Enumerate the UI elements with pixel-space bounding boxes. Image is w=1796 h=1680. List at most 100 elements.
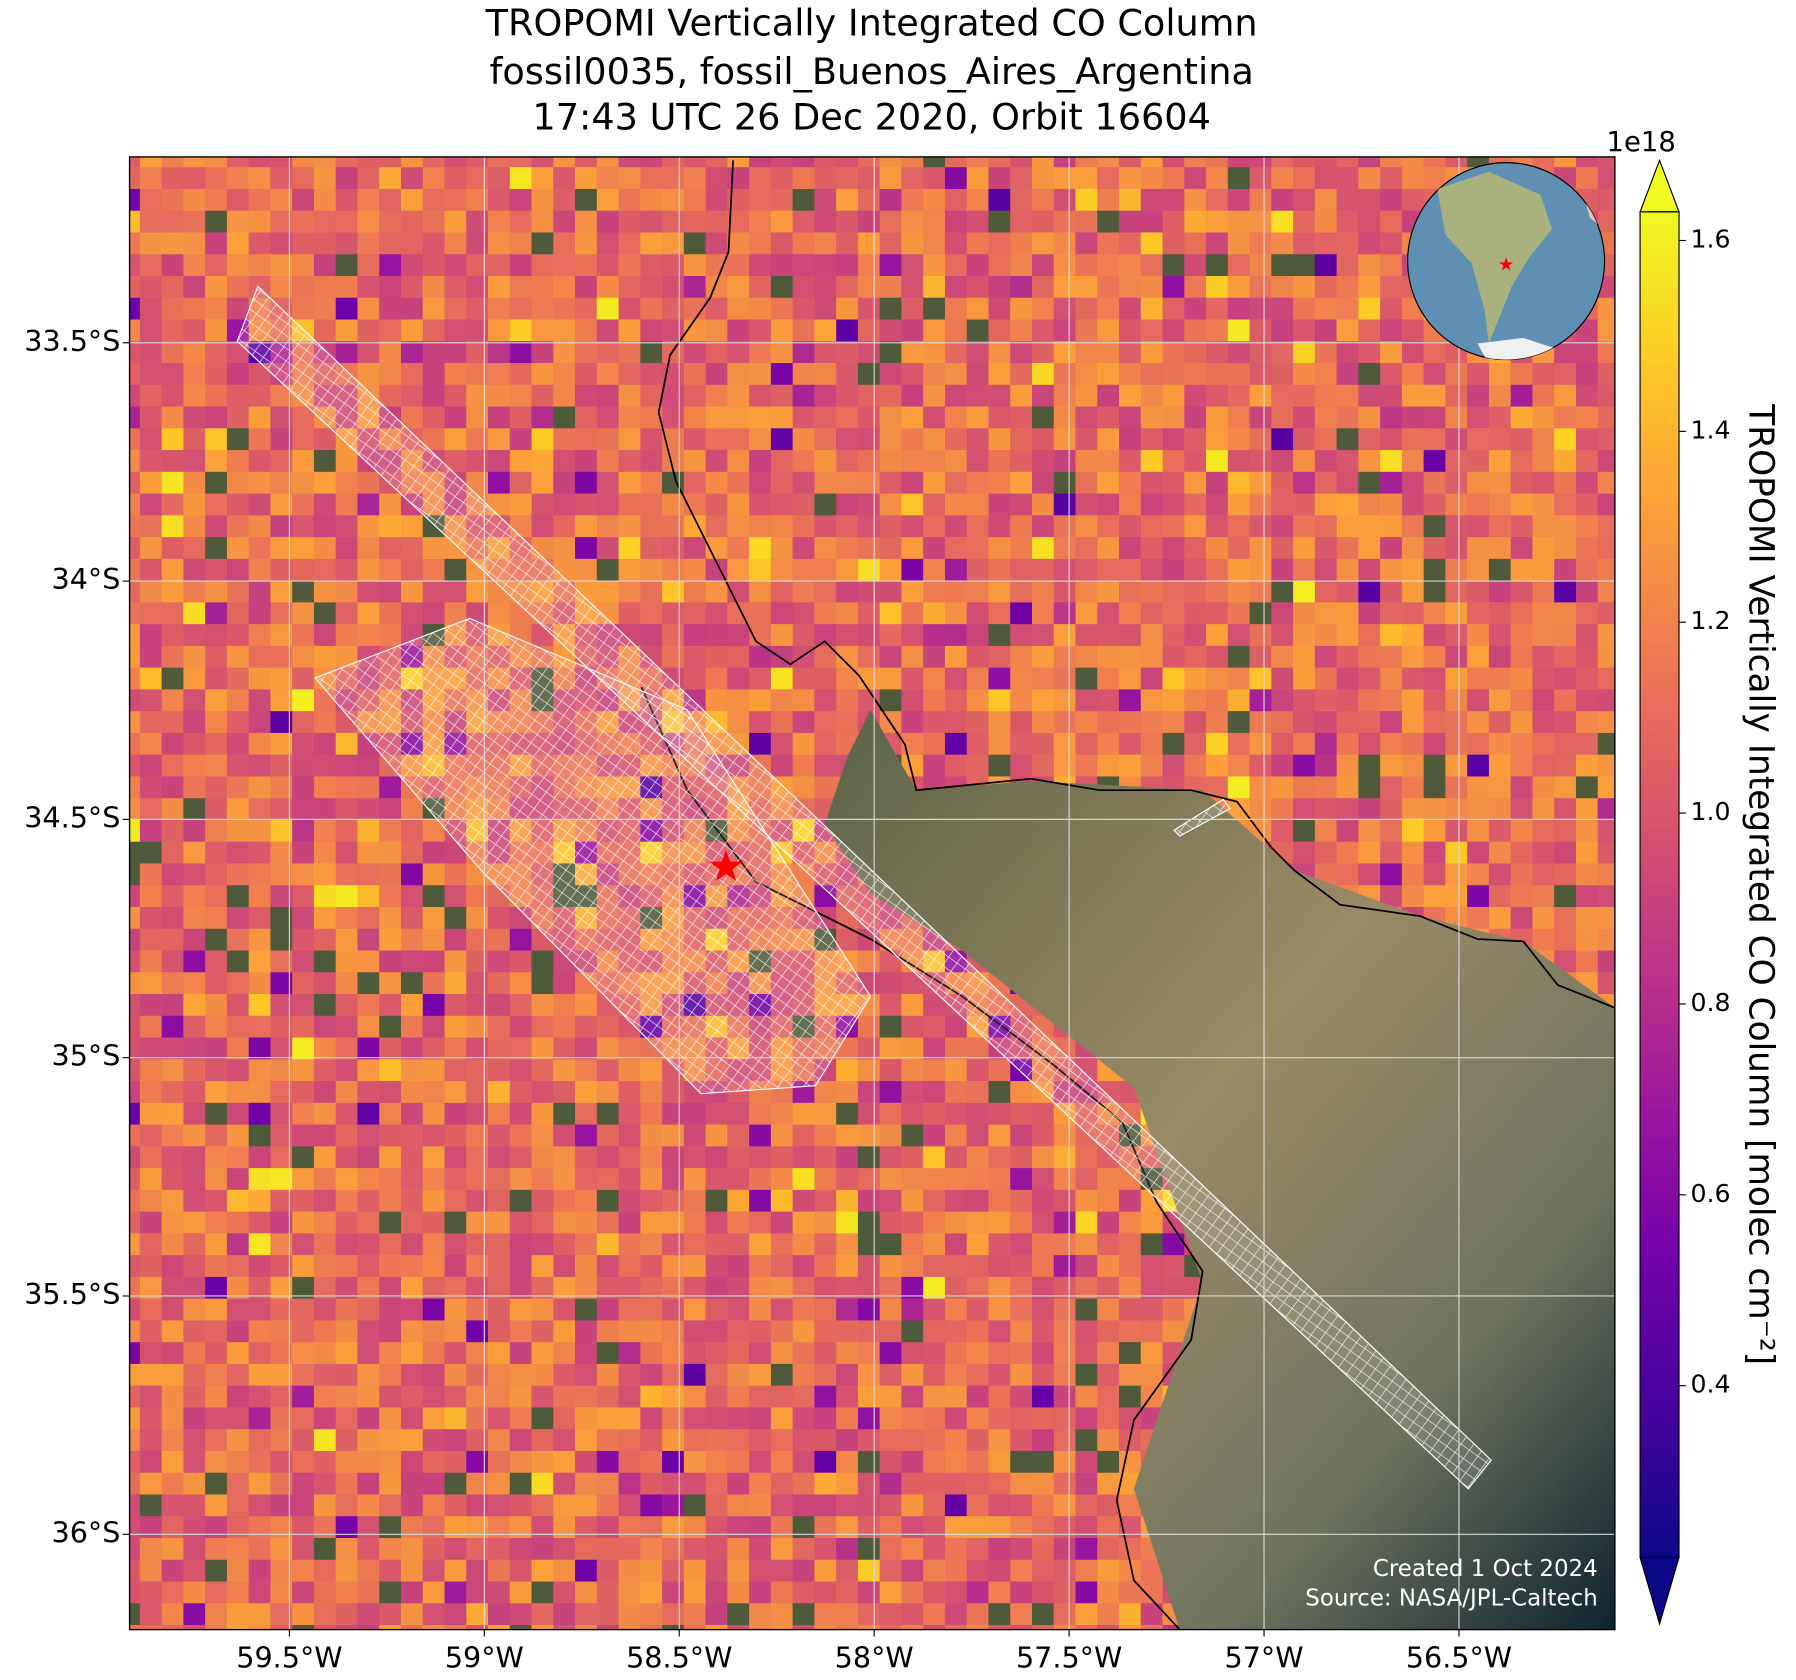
co-cell	[1575, 580, 1599, 603]
co-cell	[857, 1102, 881, 1126]
co-cell	[1075, 341, 1098, 364]
co-cell	[422, 602, 446, 625]
co-cell	[879, 1168, 903, 1191]
co-cell	[313, 711, 337, 734]
co-cell	[335, 1450, 359, 1474]
co-cell	[1184, 232, 1207, 255]
co-cell	[1075, 580, 1098, 603]
co-cell	[161, 232, 184, 255]
co-cell	[836, 384, 859, 408]
co-cell	[944, 667, 968, 690]
co-cell	[270, 1233, 293, 1256]
co-cell	[488, 1450, 511, 1474]
co-cell	[901, 428, 924, 451]
co-cell	[444, 167, 467, 190]
co-cell	[139, 450, 163, 473]
co-cell	[966, 319, 990, 342]
co-cell	[270, 1015, 293, 1039]
co-cell	[1488, 863, 1512, 886]
co-cell	[640, 1059, 663, 1082]
co-cell	[1053, 450, 1077, 473]
co-cell	[1227, 732, 1251, 756]
co-cell	[575, 1559, 598, 1583]
co-cell	[1314, 493, 1338, 516]
co-cell	[988, 232, 1011, 255]
co-cell	[379, 1385, 402, 1409]
co-cell	[531, 1255, 554, 1278]
co-cell	[1554, 341, 1577, 364]
co-cell	[205, 1363, 228, 1387]
co-cell	[988, 1559, 1011, 1583]
co-cell	[1575, 406, 1599, 429]
co-cell	[901, 363, 924, 386]
co-cell	[531, 1407, 554, 1430]
co-cell	[183, 863, 206, 886]
co-cell	[596, 1211, 620, 1234]
co-cell	[553, 297, 576, 321]
co-cell	[814, 1625, 837, 1630]
co-cell	[1249, 450, 1272, 473]
co-cell	[618, 1276, 641, 1300]
co-cell	[292, 1168, 315, 1191]
co-cell	[944, 537, 968, 560]
co-cell	[205, 188, 228, 212]
co-cell	[814, 1472, 837, 1496]
co-cell	[966, 1059, 990, 1082]
co-cell	[422, 972, 446, 995]
co-cell	[901, 1385, 924, 1409]
co-cell	[553, 450, 576, 473]
co-cell	[1031, 1276, 1055, 1300]
co-cell	[1140, 232, 1164, 255]
co-cell	[749, 341, 772, 364]
co-cell	[226, 471, 250, 495]
co-cell	[1271, 406, 1294, 429]
co-cell	[705, 1581, 728, 1604]
co-cell	[1554, 384, 1577, 408]
co-cell	[1031, 156, 1055, 168]
co-cell	[879, 1559, 903, 1583]
co-cell	[596, 1429, 620, 1452]
co-cell	[814, 406, 837, 429]
co-cell	[683, 384, 707, 408]
co-cell	[1031, 1146, 1055, 1169]
co-cell	[466, 1059, 489, 1082]
co-cell	[988, 602, 1011, 625]
co-cell	[1031, 188, 1055, 212]
co-cell	[270, 1429, 293, 1452]
co-cell	[466, 188, 489, 212]
co-cell	[966, 167, 990, 190]
co-cell	[1467, 863, 1490, 886]
co-cell	[1380, 558, 1403, 582]
co-cell	[161, 428, 184, 451]
co-cell	[966, 624, 990, 647]
co-cell	[1575, 624, 1599, 647]
co-cell	[292, 156, 315, 168]
co-cell	[509, 493, 533, 516]
co-cell	[1053, 1537, 1077, 1561]
co-cell	[205, 1450, 228, 1474]
co-cell	[1053, 1146, 1077, 1169]
co-cell	[531, 232, 554, 255]
co-cell	[770, 1342, 794, 1365]
co-cell	[531, 1494, 554, 1517]
co-cell	[1249, 624, 1272, 647]
co-cell	[966, 1625, 990, 1630]
co-cell	[357, 1102, 380, 1126]
co-cell	[683, 1189, 707, 1213]
co-cell	[749, 471, 772, 495]
co-cell	[183, 232, 206, 255]
co-cell	[1423, 732, 1446, 756]
co-cell	[770, 667, 794, 690]
co-cell	[226, 1363, 250, 1387]
co-cell	[944, 450, 968, 473]
co-cell	[335, 1625, 359, 1630]
co-cell	[640, 471, 663, 495]
co-cell	[335, 906, 359, 930]
co-cell	[1575, 732, 1599, 756]
co-cell	[1423, 863, 1446, 886]
co-cell	[857, 210, 881, 234]
co-cell	[1467, 819, 1490, 843]
co-cell	[466, 363, 489, 386]
co-cell	[1010, 732, 1033, 756]
co-cell	[1119, 232, 1142, 255]
